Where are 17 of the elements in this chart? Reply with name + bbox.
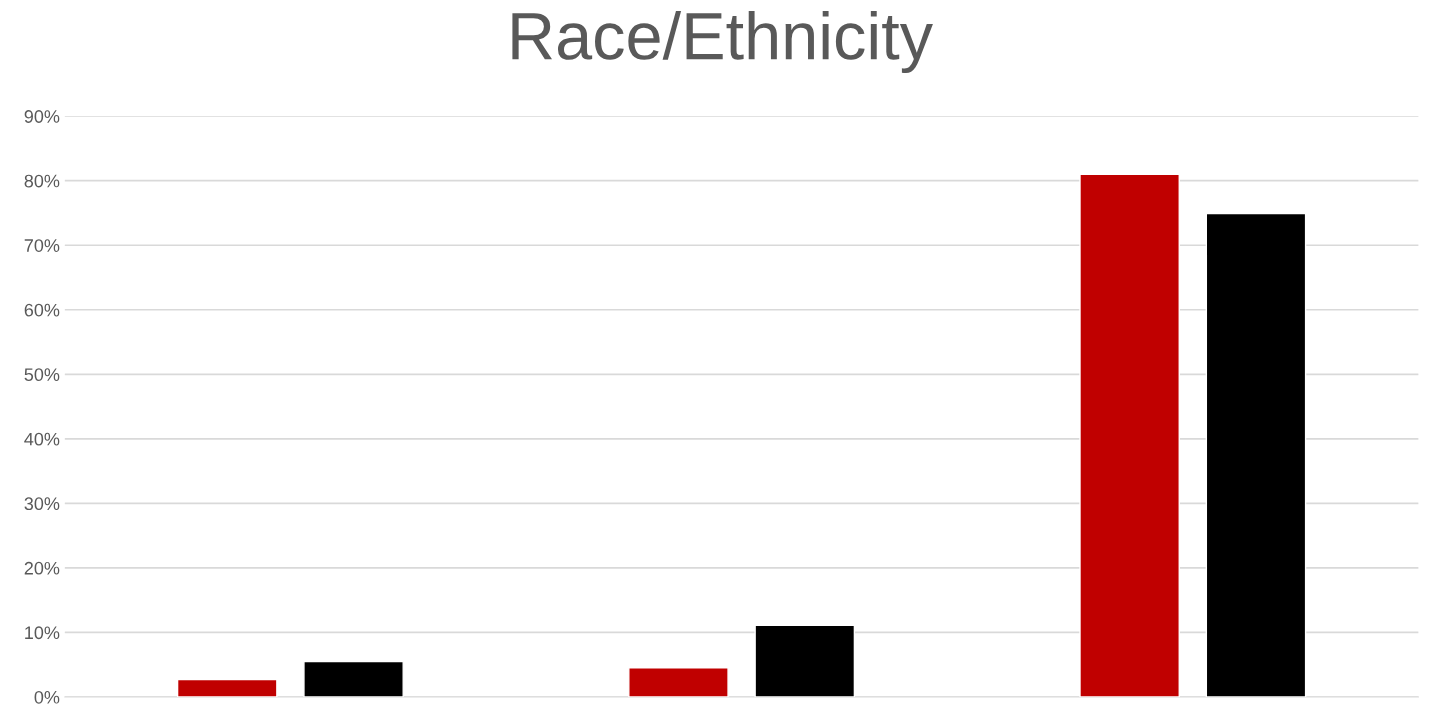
bar <box>303 660 404 697</box>
bar <box>1079 173 1180 697</box>
y-tick-label: 40% <box>24 432 60 446</box>
bar <box>176 678 278 697</box>
y-tick-label: 30% <box>24 497 60 511</box>
y-tick-label: 50% <box>24 368 60 382</box>
y-tick-label: 0% <box>34 690 60 704</box>
y-tick-label: 90% <box>24 110 60 123</box>
y-tick-label: 80% <box>24 174 60 188</box>
y-tick-label: 10% <box>25 626 60 640</box>
bar <box>754 624 856 697</box>
y-tick-label: 60% <box>24 303 60 317</box>
y-tick-label: 20% <box>24 561 60 575</box>
chart-title: Race/Ethnicity <box>512 10 933 74</box>
bar <box>1205 212 1307 697</box>
bar <box>628 667 729 697</box>
y-tick-label: 70% <box>24 239 60 252</box>
